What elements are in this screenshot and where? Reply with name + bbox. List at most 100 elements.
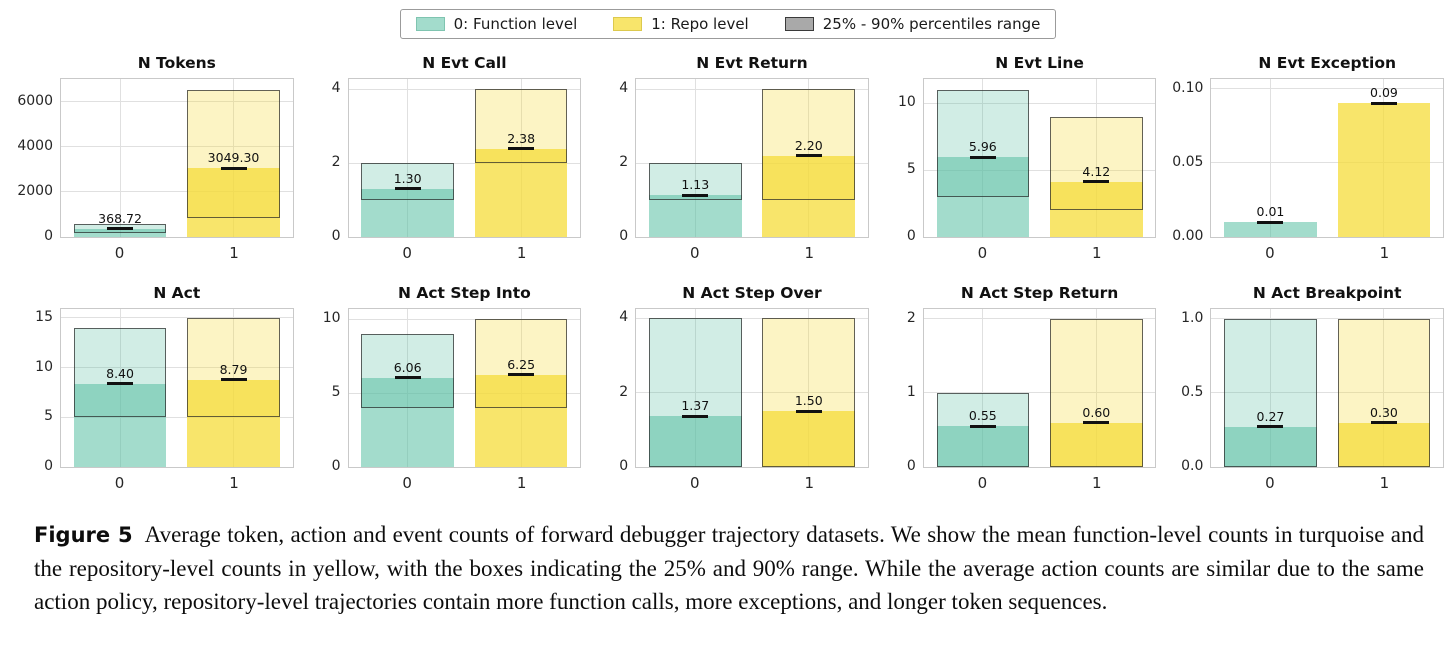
mean-value-label: 3049.30 [207,150,260,166]
bar-mean [1337,422,1431,467]
chart: N Evt Call 0 2 4 1.30 2.38 0 1 [300,54,582,262]
y-tick-label: 0.05 [1172,153,1204,170]
percentile-box [187,317,280,418]
x-tick-label: 0 [689,244,700,262]
y-tick-label: 4 [619,79,629,96]
y-tick-label: 0 [619,458,629,474]
bar-mean [936,426,1030,467]
y-tick-label: 6000 [17,92,53,109]
y-axis: 0.00 0.05 0.10 [1162,78,1210,243]
y-tick-label: 0 [619,228,629,244]
bar-mean [762,411,856,467]
plot-area: 0.55 0.60 [922,308,1157,468]
grid-line-h [636,392,868,394]
y-tick-label: 2 [331,153,341,170]
plot-area: 5.96 4.12 [922,78,1157,238]
grid-line-v [233,79,235,237]
turquoise-swatch-icon [415,17,445,31]
plot-area: 0.27 0.30 [1210,308,1444,468]
mean-value-label: 2.38 [507,130,536,146]
chart-body: 0 2 4 1.30 2.38 [300,78,582,243]
plot-area: 1.37 1.50 [635,308,869,468]
grid-line-v [982,309,984,467]
plot-area: 1.30 2.38 [347,78,582,238]
grid-line-h [61,367,293,369]
grid-line-h [1211,162,1443,164]
percentile-box [936,392,1030,467]
grid-line-h [348,392,581,394]
x-tick-label: 0 [1265,244,1275,262]
y-axis: 0 2 4 [587,308,635,473]
y-tick-label: 0.00 [1172,228,1204,244]
mean-value-label: 2.20 [794,137,823,153]
chart-body: 0 5 10 15 8.40 8.79 [12,308,294,473]
chart-body: 0 2 4 1.13 2.20 [587,78,869,243]
mean-value-label: 6.06 [393,359,422,375]
legend-label: 0: Function level [453,15,578,33]
mean-marker [508,147,535,151]
percentile-box [762,89,856,200]
mean-marker [1370,421,1397,424]
legend-container: 0: Function level 1: Repo level 25% - 90… [0,0,1456,39]
grid-line-v [1095,79,1097,237]
grid-line-v [694,309,696,467]
bar-mean [936,157,1030,237]
percentile-box [361,334,454,408]
mean-value-label: 0.55 [968,408,997,424]
plot-area: 1.13 2.20 [635,78,869,238]
percentile-box [187,90,280,218]
grid-line-h [636,88,868,90]
y-axis: 0 5 10 [300,308,348,473]
chart: N Act Step Return 0 1 2 0.55 0.60 0 1 [875,284,1157,492]
bar-mean [474,148,568,237]
chart-body: 0.00 0.05 0.10 0.01 0.09 [1162,78,1444,243]
grid-line-h [61,416,293,418]
y-tick-label: 15 [35,308,53,325]
mean-value-label: 8.40 [106,365,134,381]
bar-mean [1224,222,1317,237]
percentile-box [762,318,856,467]
mean-marker [1083,180,1110,184]
mean-marker [1083,421,1110,424]
y-tick-label: 0.0 [1181,458,1204,474]
legend-item-function-level: 0: Function level [415,15,578,33]
chart-title: N Act Breakpoint [1252,284,1402,302]
x-tick-label: 1 [229,244,239,262]
y-tick-label: 0.10 [1172,79,1204,96]
mean-value-label: 8.79 [219,361,248,377]
x-tick-label: 1 [804,244,814,262]
y-axis: 0.0 0.5 1.0 [1162,308,1210,473]
x-tick-label: 1 [1092,474,1102,492]
plot-area: 368.72 3049.30 [60,78,294,238]
percentile-box [648,318,742,467]
chart-body: 0 5 10 6.06 6.25 [300,308,582,473]
y-tick-label: 1 [906,383,916,400]
y-axis: 0 2 4 [587,78,635,243]
bar-mean [648,195,742,237]
percentile-box [474,319,568,408]
x-tick-label: 1 [516,244,527,262]
mean-marker [1257,425,1284,429]
mean-value-label: 0.27 [1256,408,1285,424]
grid-line-h [923,318,1156,320]
percentile-box [1337,318,1431,467]
grid-line-h [636,317,868,319]
y-tick-label: 10 [897,94,916,111]
legend-label: 1: Repo level [651,15,749,33]
x-tick-label: 1 [1379,474,1390,492]
grid-line-h [61,101,293,103]
y-tick-label: 10 [322,310,341,327]
bar-mean [648,416,742,467]
bar-mean [361,188,454,237]
y-tick-label: 0 [331,228,341,244]
grid-line-v [1095,309,1097,467]
mean-value-label: 6.25 [507,356,536,372]
mean-marker [1370,101,1397,105]
mean-value-label: 1.13 [681,177,710,193]
mean-marker [107,227,134,231]
y-tick-label: 0 [44,458,53,474]
